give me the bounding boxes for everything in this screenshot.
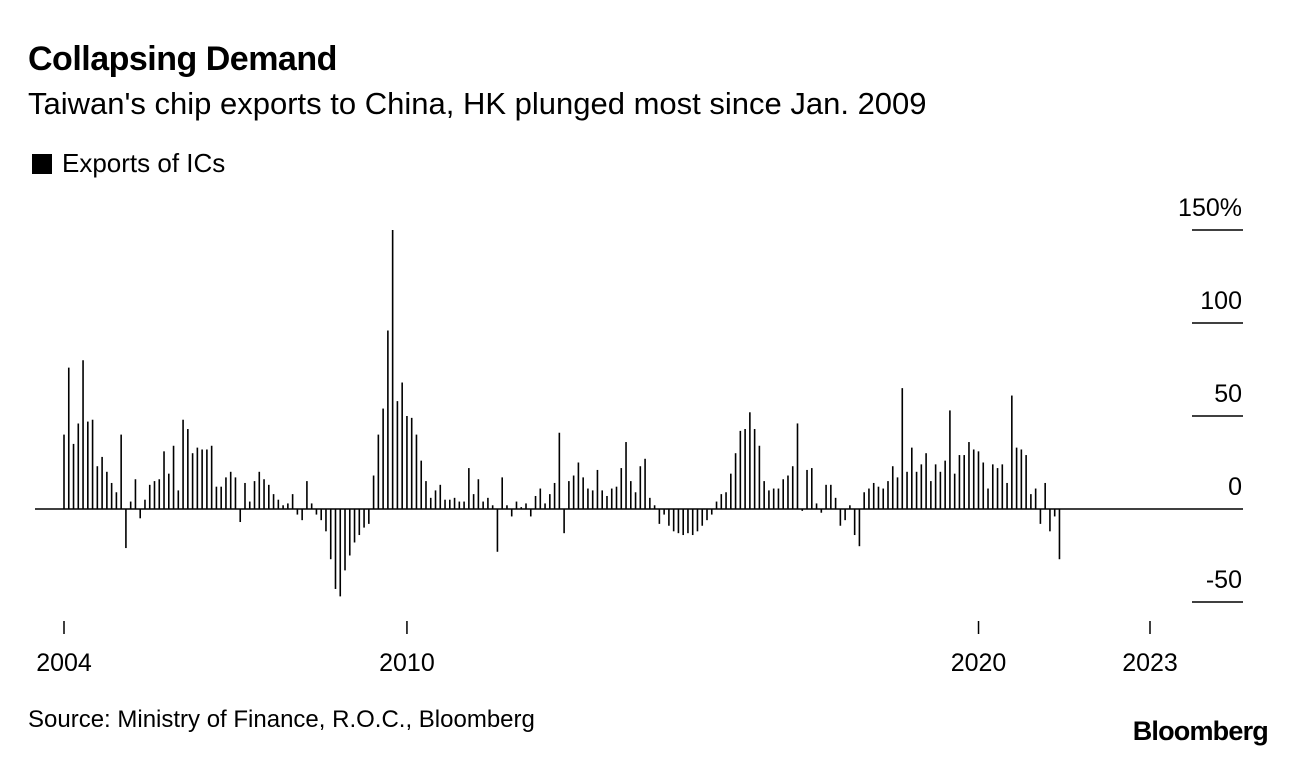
bars-group [63,230,1061,597]
chart-title: Collapsing Demand [28,40,337,78]
y-tick-label: 150% [1178,194,1242,222]
y-tick-label: 100 [1200,287,1242,315]
legend-swatch [32,153,52,174]
legend-label: Exports of ICs [62,148,226,178]
x-tick-label: 2010 [379,649,435,677]
y-tick-label: -50 [1206,566,1242,594]
x-tick-label: 2023 [1122,649,1178,677]
y-axis: 150% 100 50 0 -50 [35,194,1243,603]
x-tick-label: 2004 [36,649,92,677]
legend: Exports of ICs [32,148,225,179]
bloomberg-logo: Bloomberg [1132,716,1269,746]
y-tick-label: 50 [1214,380,1242,408]
y-tick-label: 0 [1228,473,1242,501]
chart-subtitle: Taiwan's chip exports to China, HK plung… [28,86,927,121]
x-tick-label: 2020 [951,649,1007,677]
x-axis: 2004 2010 2020 2023 [36,621,1178,677]
source-note: Source: Ministry of Finance, R.O.C., Blo… [28,706,535,733]
